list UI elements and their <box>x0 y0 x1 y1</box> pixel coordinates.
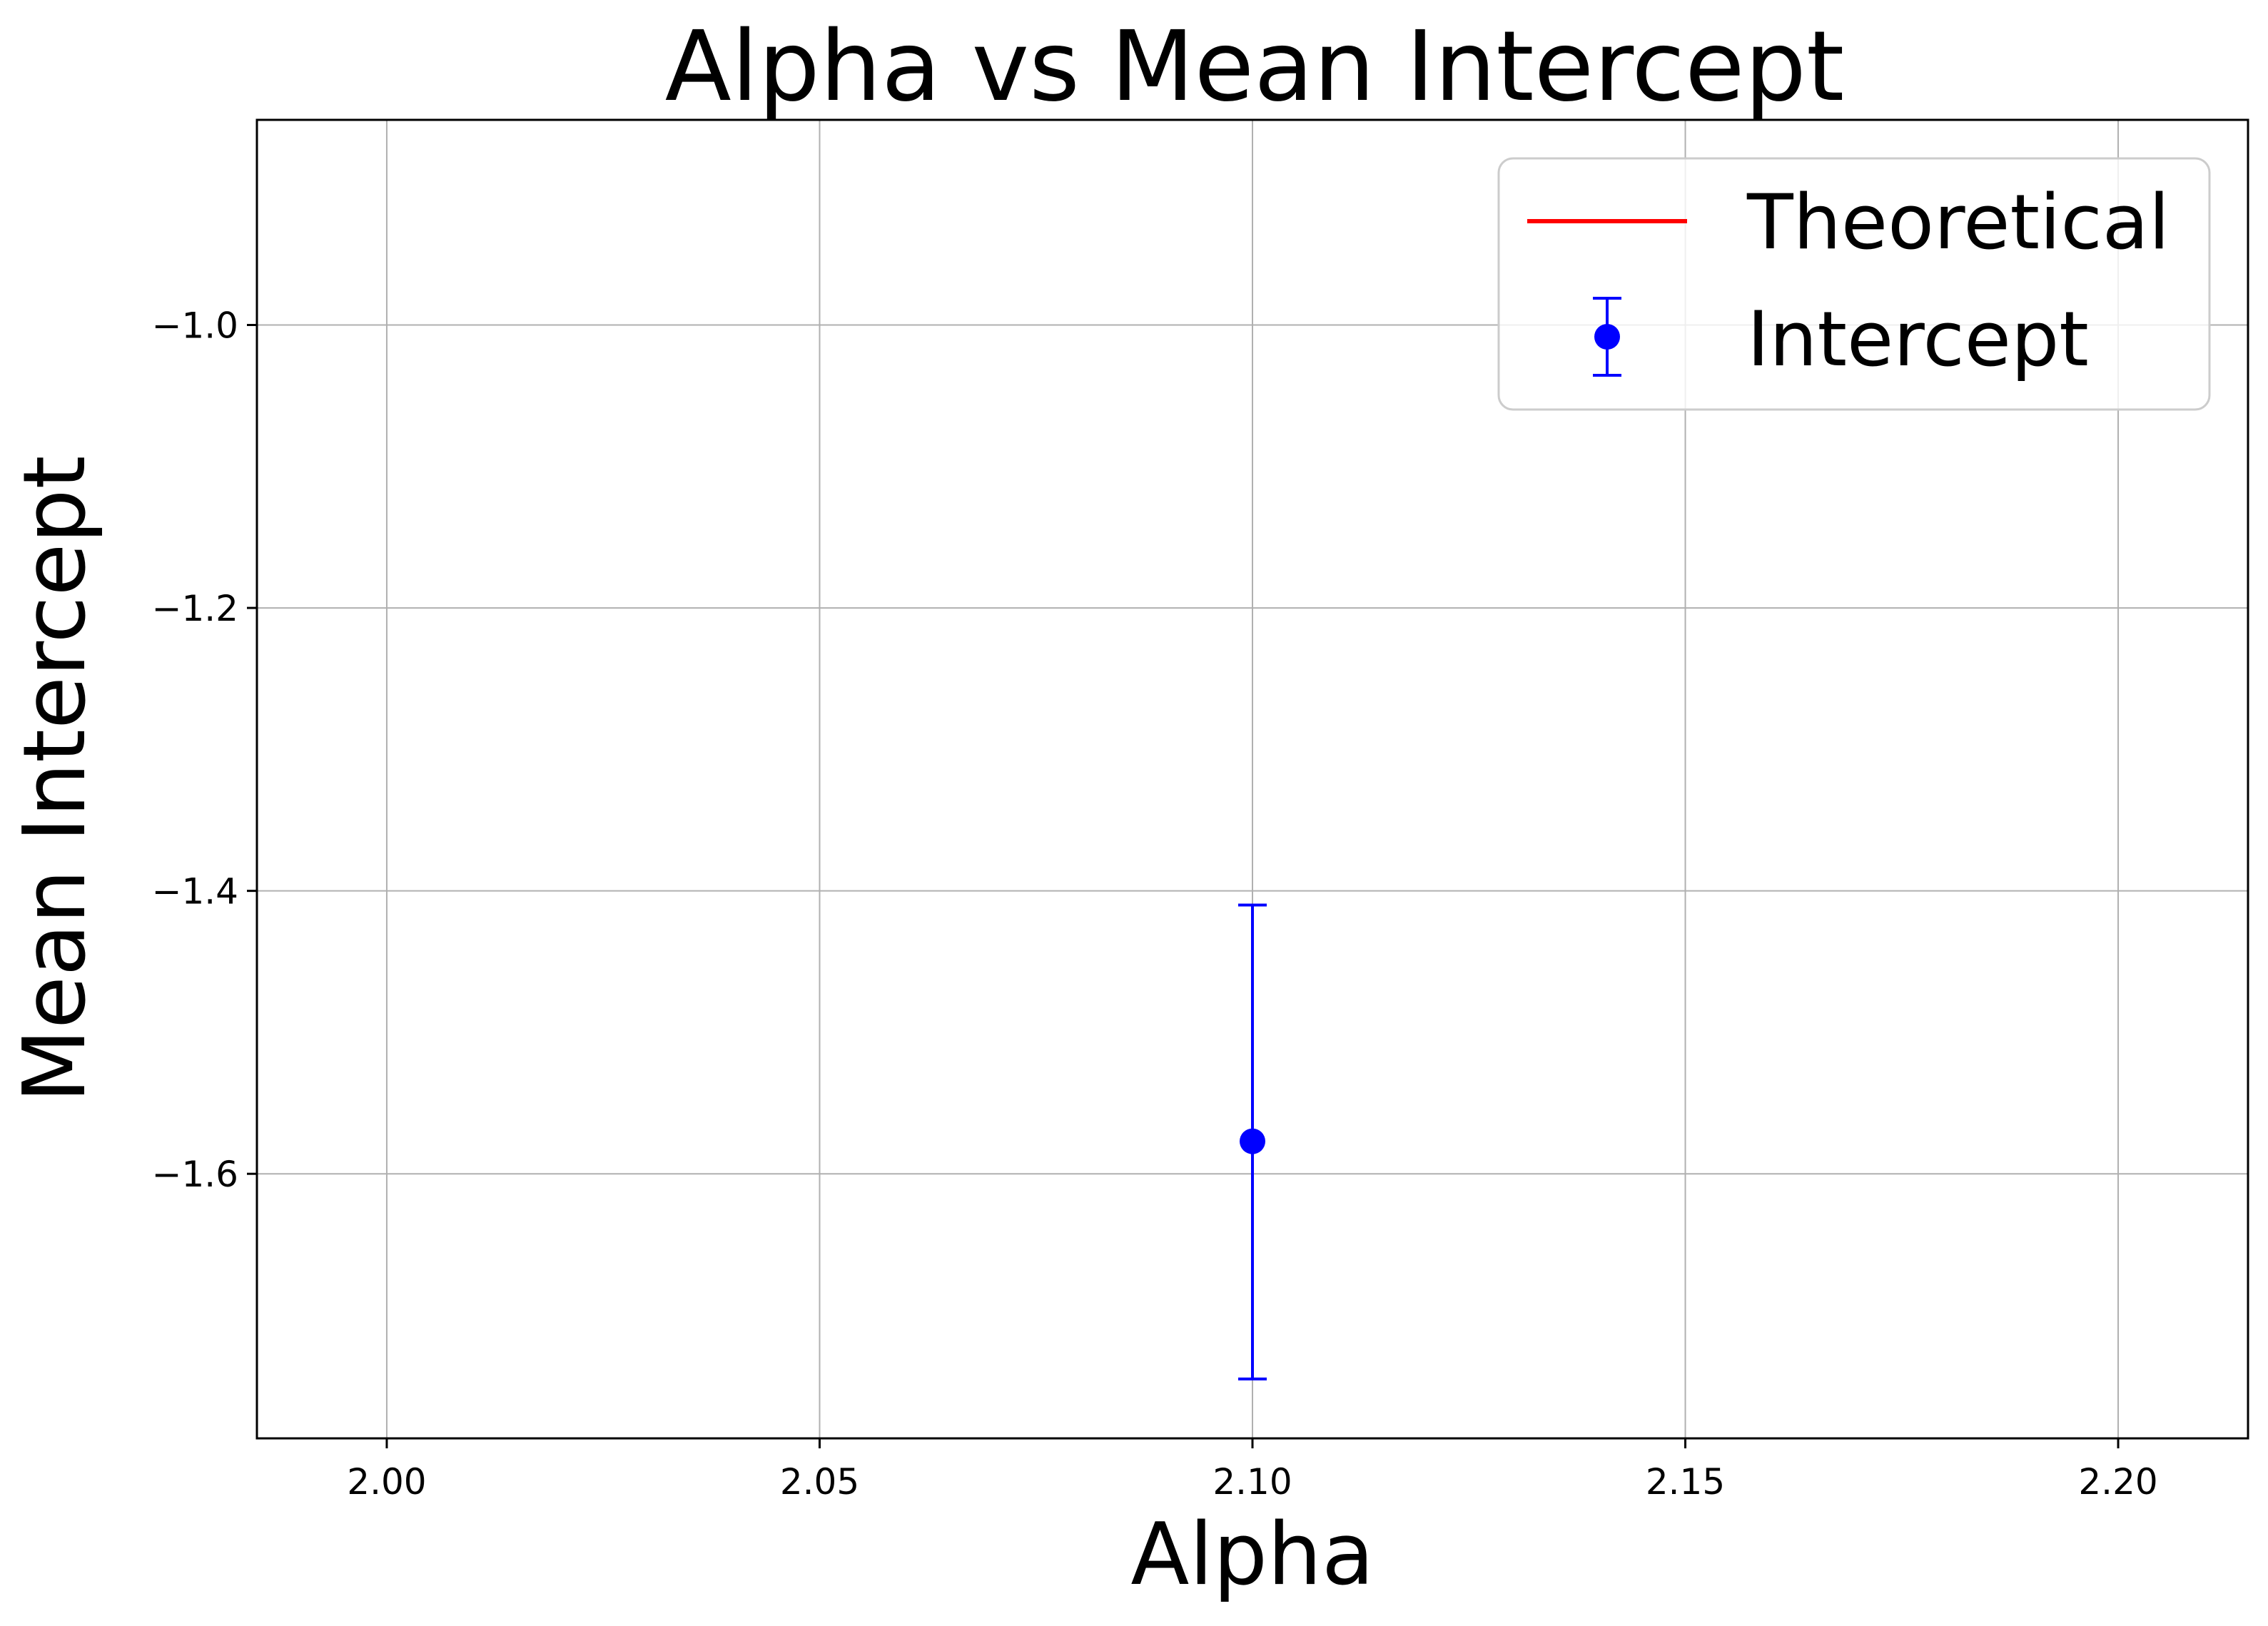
y-tick-label: −1.6 <box>152 1154 238 1195</box>
legend-intercept-marker <box>1593 297 1621 377</box>
y-axis-title: Mean Intercept <box>6 455 105 1102</box>
y-tick-label: −1.0 <box>152 305 238 347</box>
legend: Theoretical Intercept <box>1497 157 2211 411</box>
tick-layer: 2.00 2.05 2.10 2.15 2.20 −1.0 −1.2 −1.4 −1.6 <box>152 305 2158 1503</box>
y-tick-label: −1.2 <box>152 588 238 629</box>
x-axis-title: Alpha <box>1130 1505 1374 1605</box>
x-tick-label: 2.15 <box>1646 1461 1725 1503</box>
legend-point <box>1594 324 1620 350</box>
y-tick-label: −1.4 <box>152 871 238 913</box>
chart-title: Alpha vs Mean Intercept <box>665 11 1845 123</box>
legend-label-theoretical: Theoretical <box>1746 178 2170 266</box>
x-tick-label: 2.20 <box>2078 1461 2157 1503</box>
x-tick-label: 2.05 <box>780 1461 859 1503</box>
series-layer <box>1238 903 1267 1381</box>
legend-label-intercept: Intercept <box>1747 295 2089 383</box>
intercept-point <box>1240 1128 1265 1154</box>
x-tick-label: 2.00 <box>347 1461 426 1503</box>
x-tick-label: 2.10 <box>1213 1461 1292 1503</box>
